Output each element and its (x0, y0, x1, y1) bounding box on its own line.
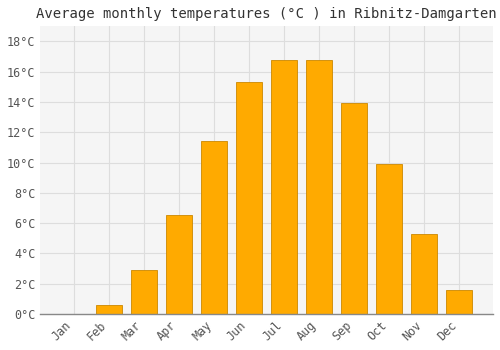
Bar (201, 141, 228, 314)
Bar (236, 82, 262, 314)
Bar (306, 60, 332, 314)
Title: Average monthly temperatures (°C ) in Ribnitz-Damgarten: Average monthly temperatures (°C ) in Ri… (36, 7, 497, 21)
Bar (96, 305, 122, 314)
Bar (411, 234, 438, 314)
Bar (131, 270, 157, 314)
Bar (341, 104, 367, 314)
Bar (376, 164, 402, 314)
Bar (166, 216, 192, 314)
Bar (446, 290, 472, 314)
Bar (271, 60, 297, 314)
